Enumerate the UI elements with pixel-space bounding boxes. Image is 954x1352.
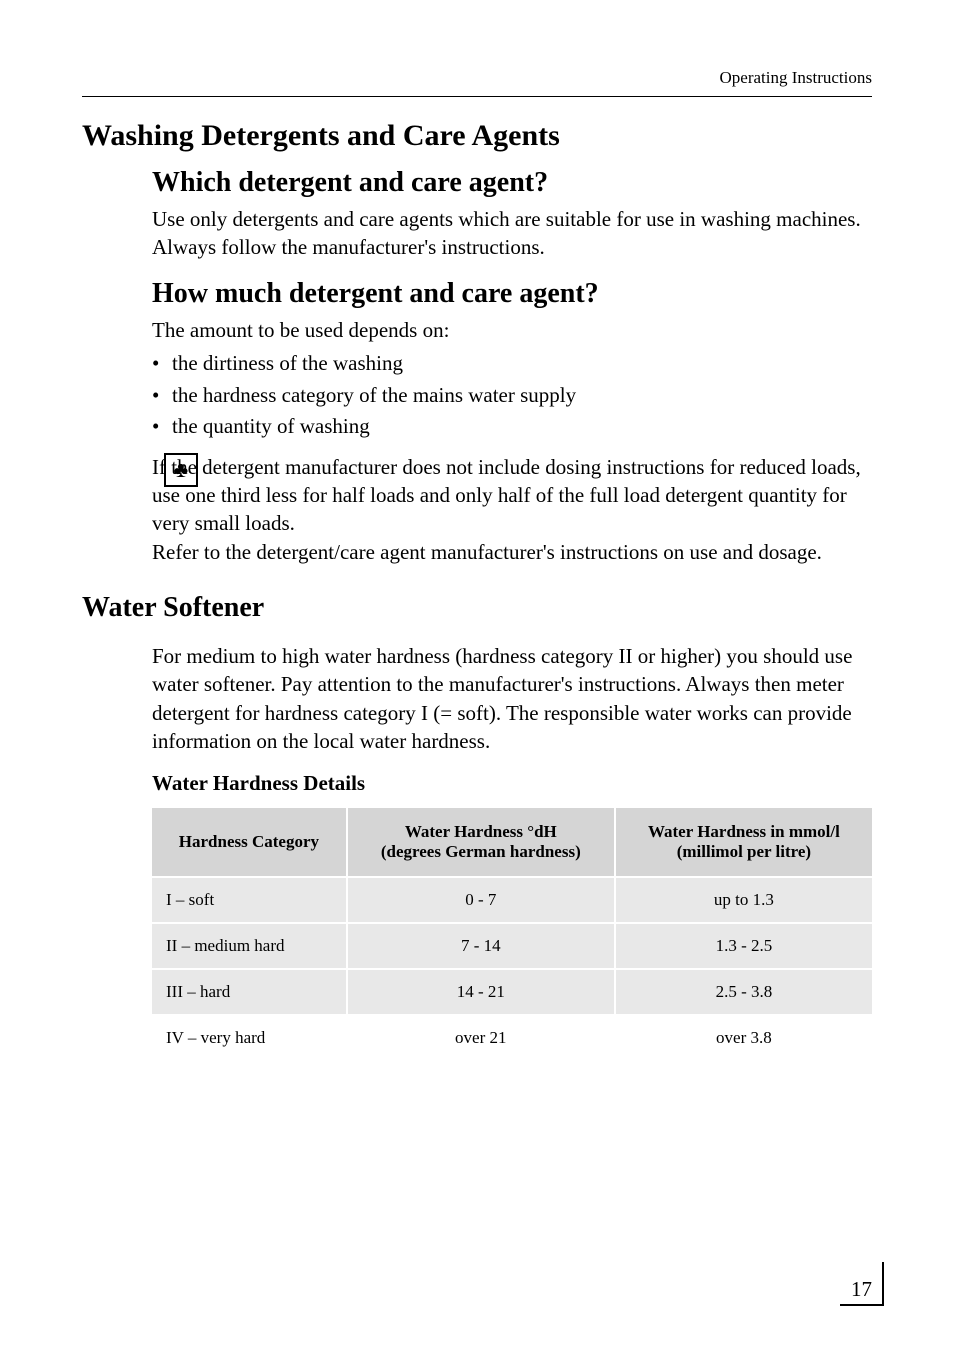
section1-body: Use only detergents and care agents whic… xyxy=(152,205,872,262)
bullet-item: the quantity of washing xyxy=(152,411,872,443)
page-number: 17 xyxy=(851,1277,872,1302)
corner-decoration xyxy=(882,1262,884,1306)
table-header-cell: Water Hardness °dH (degrees German hardn… xyxy=(347,808,615,877)
section2-intro: The amount to be used depends on: xyxy=(152,316,872,344)
hardness-table: Hardness Category Water Hardness °dH (de… xyxy=(152,808,872,1060)
table-row: IV – very hard over 21 over 3.8 xyxy=(152,1015,872,1060)
section2-notice1: If the detergent manufacturer does not i… xyxy=(152,453,872,538)
header-line2: (millimol per litre) xyxy=(677,842,811,861)
header-line1: Water Hardness °dH xyxy=(405,822,557,841)
table-cell: 14 - 21 xyxy=(347,969,615,1015)
table-row: III – hard 14 - 21 2.5 - 3.8 xyxy=(152,969,872,1015)
bullet-item: the hardness category of the mains water… xyxy=(152,380,872,412)
table-cell: 7 - 14 xyxy=(347,923,615,969)
page-header: Operating Instructions xyxy=(82,68,872,97)
section2-notice2: Refer to the detergent/care agent manufa… xyxy=(152,538,872,566)
table-header-row: Hardness Category Water Hardness °dH (de… xyxy=(152,808,872,877)
table-header-cell: Hardness Category xyxy=(152,808,347,877)
section3-heading: Water Softener xyxy=(82,592,872,624)
table-cell: 1.3 - 2.5 xyxy=(615,923,872,969)
table-cell: over 3.8 xyxy=(615,1015,872,1060)
table-cell: IV – very hard xyxy=(152,1015,347,1060)
table-row: II – medium hard 7 - 14 1.3 - 2.5 xyxy=(152,923,872,969)
section2-heading: How much detergent and care agent? xyxy=(152,278,872,310)
section1-heading: Which detergent and care agent? xyxy=(152,167,872,199)
main-title: Washing Detergents and Care Agents xyxy=(82,119,872,153)
table-cell: 2.5 - 3.8 xyxy=(615,969,872,1015)
bullet-item: the dirtiness of the washing xyxy=(152,348,872,380)
section3-body: For medium to high water hardness (hardn… xyxy=(152,642,872,755)
table-cell: I – soft xyxy=(152,877,347,923)
section2-bullets: the dirtiness of the washing the hardnes… xyxy=(152,348,872,443)
clover-icon: ♣ xyxy=(174,459,188,481)
table-title: Water Hardness Details xyxy=(152,771,872,796)
info-icon-box: ♣ xyxy=(164,453,198,487)
table-cell: II – medium hard xyxy=(152,923,347,969)
table-row: I – soft 0 - 7 up to 1.3 xyxy=(152,877,872,923)
table-cell: over 21 xyxy=(347,1015,615,1060)
table-header-cell: Water Hardness in mmol/l (millimol per l… xyxy=(615,808,872,877)
header-line1: Water Hardness in mmol/l xyxy=(648,822,840,841)
header-line2: (degrees German hardness) xyxy=(381,842,581,861)
table-cell: 0 - 7 xyxy=(347,877,615,923)
table-cell: III – hard xyxy=(152,969,347,1015)
table-cell: up to 1.3 xyxy=(615,877,872,923)
